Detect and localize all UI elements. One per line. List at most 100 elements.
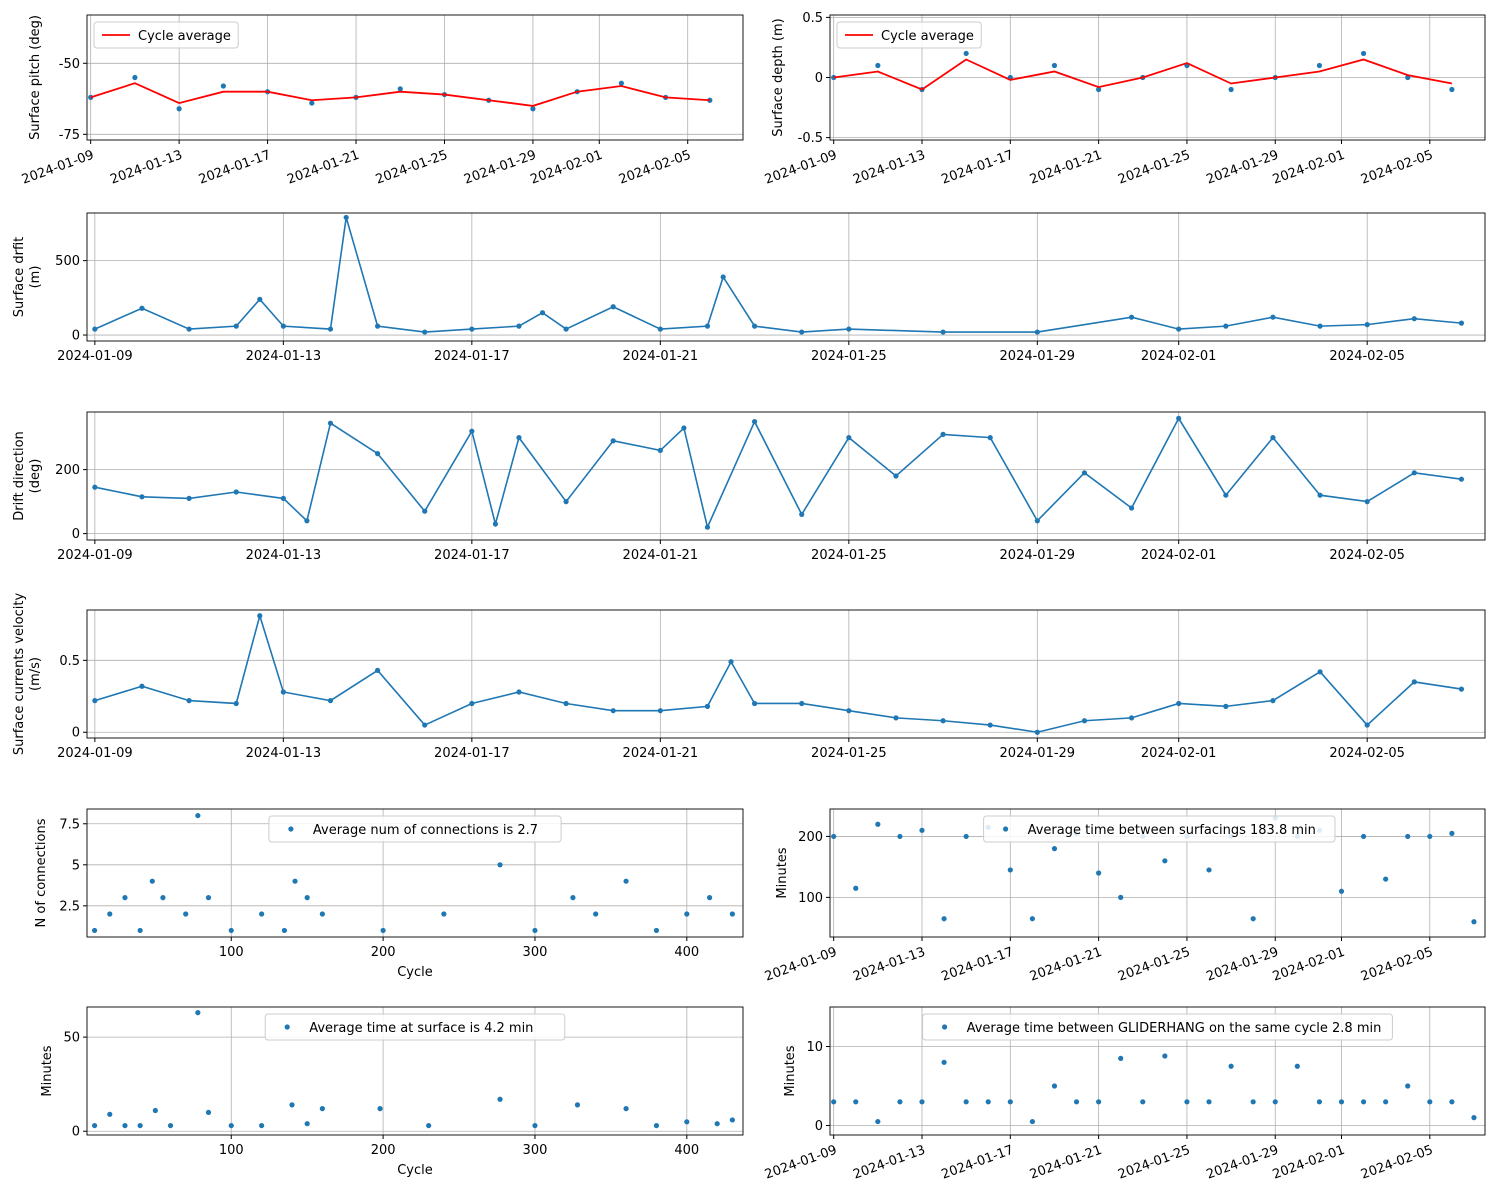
data-point — [327, 698, 334, 704]
y-axis-label: Surface drfit — [12, 237, 27, 318]
data-point — [137, 1122, 143, 1129]
y-tick-label: 50 — [63, 1031, 80, 1046]
data-point — [1176, 326, 1182, 332]
x-tick-label: 2024-01-29 — [1204, 1143, 1280, 1183]
data-point — [1360, 1099, 1367, 1105]
data-point — [799, 329, 805, 335]
x-tick-label: 2024-01-09 — [57, 349, 133, 364]
y-tick-label: 500 — [55, 254, 80, 269]
x-tick-label: 2024-01-09 — [20, 148, 96, 188]
x-tick-label: 2024-01-29 — [462, 148, 538, 188]
x-tick-label: 2024-01-25 — [811, 746, 887, 761]
data-point — [1007, 867, 1013, 873]
data-point — [1458, 320, 1465, 326]
x-tick-label: 2024-01-21 — [623, 548, 699, 563]
data-point — [1051, 1083, 1058, 1089]
data-point — [92, 484, 98, 490]
axes-frame — [86, 411, 1486, 541]
legend-box — [983, 815, 1336, 843]
data-point — [1427, 1099, 1433, 1105]
data-point — [139, 305, 145, 311]
x-tick-label: 2024-02-05 — [1329, 548, 1405, 563]
legend-box — [264, 1013, 566, 1041]
x-tick-label: 100 — [219, 1143, 244, 1158]
data-point — [292, 878, 298, 884]
legend-label: Cycle average — [881, 29, 974, 44]
x-tick-label: 2024-01-09 — [763, 1143, 839, 1183]
data-point — [831, 833, 837, 840]
y-tick-label: 0 — [815, 1119, 823, 1134]
data-point — [563, 700, 569, 707]
data-point — [729, 911, 735, 917]
data-point — [714, 1121, 720, 1127]
x-tick-label: 2024-01-17 — [197, 148, 273, 188]
x-tick-label: 300 — [523, 1143, 548, 1158]
data-point — [1458, 476, 1465, 482]
data-point — [257, 296, 263, 302]
data-point — [1096, 870, 1102, 876]
data-point — [1317, 669, 1323, 675]
axes-frame — [86, 808, 744, 938]
x-tick-label: 2024-02-01 — [1141, 548, 1217, 563]
data-point — [327, 326, 334, 332]
data-point — [657, 326, 663, 332]
data-point — [593, 911, 599, 917]
legend-box — [268, 815, 562, 843]
data-point — [1411, 316, 1417, 322]
data-point — [228, 927, 234, 934]
data-point — [137, 927, 143, 934]
data-point — [122, 895, 128, 901]
x-tick-label: 2024-01-21 — [285, 148, 361, 188]
data-point — [280, 495, 286, 501]
data-point — [707, 97, 713, 103]
data-point — [289, 1102, 295, 1108]
series-line — [94, 416, 1462, 530]
data-point — [259, 1122, 265, 1129]
x-tick-label: 2024-01-25 — [1116, 1143, 1192, 1183]
legend-label: Average time between GLIDERHANG on the s… — [967, 1021, 1382, 1036]
data-point — [853, 1099, 859, 1105]
data-point — [704, 524, 711, 530]
data-point — [426, 1122, 432, 1129]
x-tick-label: 400 — [674, 1143, 699, 1158]
axes-frame — [86, 14, 744, 141]
depth-panel: -0.5 0 0.5 2024-01-09 2024-01-13 2024-01-17 20… — [763, 11, 1486, 188]
axes-frame — [829, 808, 1486, 938]
data-point — [684, 1119, 690, 1125]
data-point — [919, 1099, 925, 1105]
data-point — [799, 511, 805, 517]
data-point — [319, 1106, 325, 1112]
data-point — [751, 323, 758, 329]
data-point — [186, 495, 192, 501]
data-point — [167, 1122, 174, 1129]
legend-label: Average time at surface is 4.2 min — [309, 1021, 533, 1036]
x-tick-label: 2024-01-17 — [434, 746, 510, 761]
x-tick-label: 2024-01-09 — [763, 148, 839, 188]
data-point — [91, 927, 98, 934]
x-tick-label: 2024-01-09 — [763, 945, 839, 985]
legend-point-marker — [942, 1024, 948, 1030]
x-tick-label: 2024-01-25 — [374, 148, 450, 188]
data-point — [380, 927, 386, 934]
x-tick-label: 200 — [371, 1143, 396, 1158]
data-point — [1449, 86, 1455, 93]
x-tick-label: 2024-01-17 — [434, 349, 510, 364]
data-point — [729, 1117, 735, 1123]
legend-label: Cycle average — [138, 29, 231, 44]
series-line — [94, 217, 1462, 333]
data-point — [397, 86, 403, 92]
data-point — [220, 83, 226, 89]
data-point — [91, 1122, 98, 1129]
y-tick-label: 5 — [72, 858, 80, 873]
data-point — [327, 420, 334, 426]
data-point — [233, 489, 239, 495]
x-tick-label: 2024-01-17 — [940, 148, 1016, 188]
data-point — [304, 518, 310, 524]
data-point — [1206, 1099, 1212, 1105]
data-point — [728, 659, 734, 665]
y-axis-label: Minutes — [775, 847, 790, 898]
data-point — [186, 326, 192, 332]
data-point — [1140, 1099, 1146, 1105]
data-point — [1096, 1099, 1102, 1105]
legend: Average num of connections is 2.7 — [268, 815, 562, 843]
